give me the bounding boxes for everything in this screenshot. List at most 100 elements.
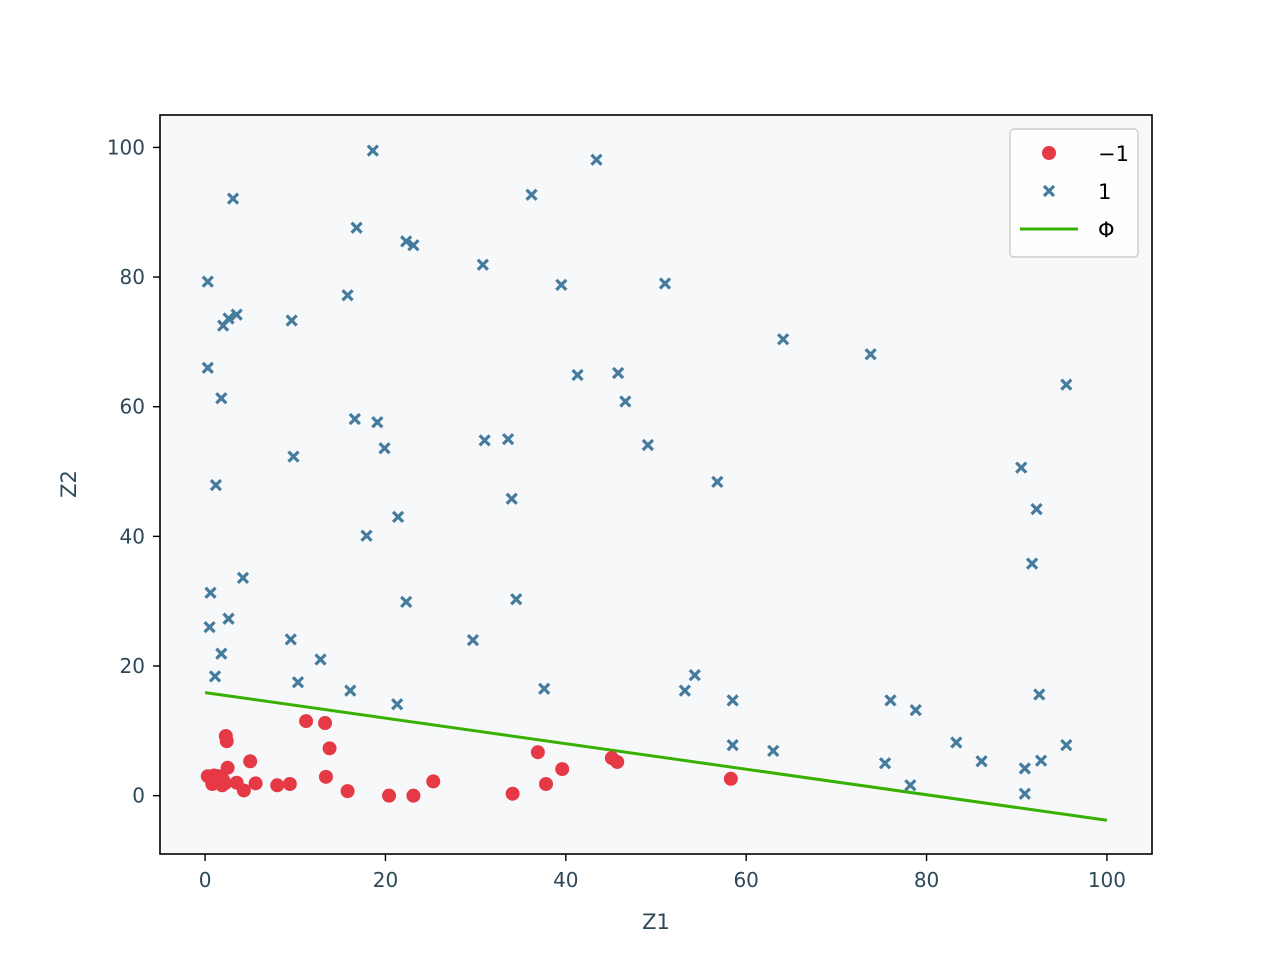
class-neg1-point	[270, 778, 285, 793]
x-tick-label: 80	[914, 868, 939, 892]
class-1-point	[878, 757, 892, 770]
class-1-point	[1030, 503, 1043, 516]
class-1-point	[884, 694, 897, 707]
class-1-point	[400, 235, 413, 248]
class-1-point	[222, 612, 235, 625]
class-1-point	[201, 275, 214, 288]
class-neg1-point	[426, 774, 441, 789]
plot-frame	[159, 114, 1153, 855]
y-tick-label: 40	[120, 524, 145, 548]
class-1-point	[688, 668, 701, 682]
axis-ticks: 0 20 40 60 80 100 0 20 40 60 80 100	[107, 135, 1126, 892]
boundary-line-layer	[204, 691, 1108, 822]
class-1-point	[678, 684, 691, 697]
class-neg1-point	[723, 771, 738, 786]
class-1-point	[1018, 787, 1031, 800]
class-1-point	[641, 438, 655, 452]
class-neg1-point	[538, 776, 553, 791]
class-1-point	[209, 479, 223, 492]
class-1-point	[466, 633, 480, 647]
legend-swatch-1	[1042, 184, 1056, 198]
class-1-point	[366, 144, 379, 157]
class-1-point	[203, 620, 216, 634]
legend-box	[1009, 128, 1139, 258]
class-1-point	[501, 432, 515, 446]
legend-label: Φ	[1098, 218, 1115, 242]
class-1-point	[360, 529, 373, 542]
y-tick-label: 60	[120, 395, 145, 419]
points-layer	[200, 144, 1073, 803]
class-1-point	[510, 593, 523, 606]
class-neg1-point	[555, 762, 570, 777]
class-1-point	[1033, 688, 1046, 701]
y-axis-label: Z2	[57, 470, 81, 498]
class-neg1-point	[530, 745, 545, 760]
class-1-point	[215, 392, 228, 405]
legend-label: 1	[1098, 180, 1111, 204]
class-1-point	[1015, 461, 1028, 474]
class-1-point	[505, 492, 518, 505]
class-1-point	[478, 434, 491, 447]
class-1-point	[344, 684, 357, 697]
class-1-point	[285, 314, 298, 327]
class-1-point	[726, 694, 739, 707]
class-1-point	[378, 442, 391, 455]
class-neg1-point	[382, 788, 397, 803]
class-1-point	[1060, 738, 1073, 752]
class-neg1-point	[282, 776, 297, 791]
class-1-point	[950, 736, 963, 749]
class-neg1-point	[318, 769, 333, 784]
class-1-point	[538, 682, 551, 695]
x-axis-label: Z1	[642, 910, 670, 934]
class-1-point	[975, 755, 988, 768]
class-1-point	[611, 366, 625, 380]
class-1-point	[208, 670, 222, 683]
class-1-point	[619, 395, 632, 408]
class-1-point	[904, 779, 917, 792]
class-1-point	[658, 277, 672, 290]
y-tick-label: 20	[120, 654, 145, 678]
class-neg1-point	[505, 786, 520, 801]
class-neg1-point	[322, 741, 337, 756]
class-1-point	[571, 368, 584, 382]
class-neg1-point	[406, 788, 421, 803]
class-neg1-point	[217, 776, 232, 791]
class-neg1-point	[610, 754, 625, 769]
class-1-point	[226, 192, 240, 205]
class-neg1-point	[318, 716, 333, 731]
x-tick-label: 0	[199, 868, 212, 892]
class-1-point	[407, 239, 420, 252]
class-1-point	[1034, 754, 1048, 767]
class-neg1-point	[299, 714, 314, 729]
y-tick-label: 0	[132, 784, 145, 808]
x-tick-label: 20	[373, 868, 398, 892]
class-1-point	[400, 595, 413, 608]
class-neg1-point	[340, 784, 355, 799]
class-1-point	[215, 647, 228, 660]
class-1-point	[767, 744, 780, 758]
legend: −1 1 Φ	[1009, 128, 1139, 258]
decision-boundary-line	[204, 691, 1108, 822]
class-1-point	[864, 348, 877, 361]
class-1-point	[350, 221, 363, 234]
y-tick-label: 100	[107, 135, 145, 159]
class-1-point	[391, 698, 404, 711]
class-1-point	[201, 361, 214, 374]
class-1-point	[711, 475, 724, 489]
class-1-point	[726, 738, 739, 752]
class-1-point	[1060, 378, 1073, 391]
legend-swatch-neg1	[1042, 146, 1056, 160]
class-1-point	[341, 289, 354, 302]
class-neg1-point	[220, 760, 235, 775]
class-1-point	[909, 703, 922, 717]
x-tick-label: 60	[733, 868, 758, 892]
class-1-point	[314, 653, 327, 666]
plot-background	[160, 115, 1152, 854]
class-1-point	[236, 571, 250, 584]
y-tick-label: 80	[120, 265, 145, 289]
class-1-point	[555, 278, 568, 291]
class-1-point	[371, 416, 384, 429]
class-neg1-point	[248, 776, 263, 791]
class-1-point	[204, 586, 217, 599]
